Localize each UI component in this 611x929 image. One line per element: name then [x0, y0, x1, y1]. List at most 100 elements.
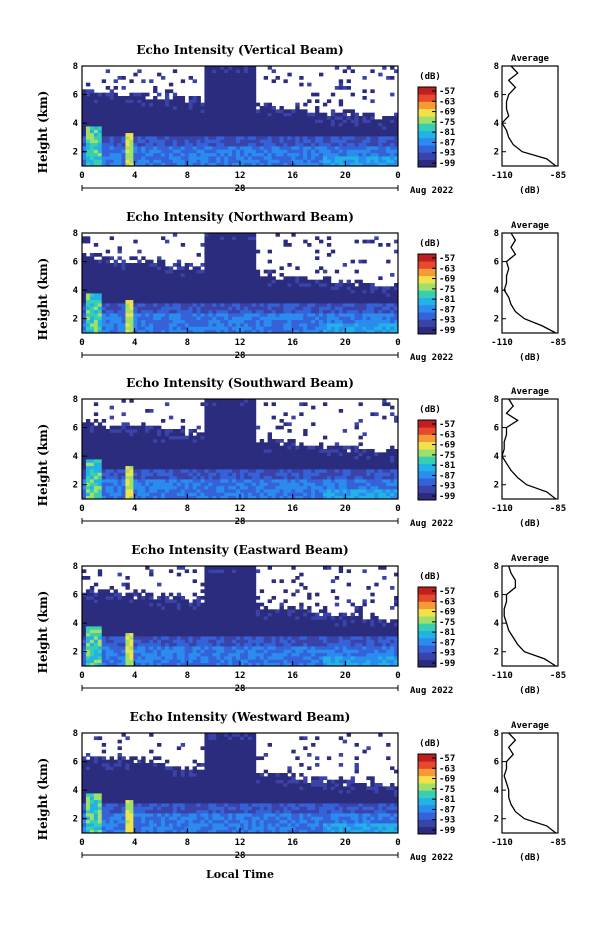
- heatmap-cell: [338, 132, 344, 137]
- heatmap-cell: [240, 136, 245, 140]
- heatmap-cell: [109, 303, 114, 307]
- heatmap-cell: [117, 102, 122, 107]
- heatmap-cell: [311, 142, 316, 147]
- heatmap-cell: [232, 273, 237, 277]
- heatmap-cell: [216, 239, 221, 244]
- heatmap-cell: [319, 162, 324, 167]
- heatmap-cell: [236, 236, 241, 241]
- heatmap-cell: [271, 482, 276, 487]
- heatmap-cell: [204, 276, 209, 281]
- heatmap-cell: [247, 319, 253, 324]
- heatmap-cell: [101, 293, 107, 297]
- heatmap-cell: [382, 162, 387, 167]
- heatmap-cell: [129, 425, 134, 430]
- heatmap-cell: [212, 432, 217, 437]
- heatmap-cell: [394, 112, 399, 117]
- heatmap-cell: [113, 279, 118, 284]
- heatmap-cell: [354, 162, 359, 167]
- heatmap-cell: [255, 289, 261, 294]
- heatmap-cell: [330, 289, 336, 294]
- heatmap-cell: [350, 129, 355, 134]
- heatmap-cell: [271, 122, 276, 127]
- heatmap-cell: [125, 132, 130, 137]
- heatmap-cell: [366, 122, 371, 127]
- heatmap-cell: [93, 112, 99, 117]
- heatmap-cell: [137, 273, 142, 277]
- heatmap-cell: [307, 465, 312, 470]
- heatmap-cell: [200, 109, 205, 114]
- heatmap-cell: [137, 329, 142, 334]
- heatmap-cell: [97, 142, 103, 147]
- heatmap-cell: [161, 435, 166, 440]
- heatmap-cell: [204, 296, 209, 301]
- heatmap-cell: [212, 409, 217, 413]
- heatmap-cell: [362, 329, 367, 334]
- heatmap-cell: [354, 316, 359, 321]
- heatmap-cell: [89, 146, 95, 150]
- heatmap-cell: [216, 132, 221, 137]
- heatmap-cell: [208, 313, 213, 317]
- heatmap-cell: [378, 316, 383, 321]
- heatmap-cell: [192, 472, 197, 477]
- heatmap-cell: [275, 439, 280, 443]
- heatmap-cell: [259, 286, 265, 291]
- heatmap-cell: [382, 156, 387, 160]
- heatmap-cell: [251, 246, 257, 251]
- heatmap-cell: [291, 296, 296, 301]
- heatmap-cell: [89, 323, 95, 327]
- heatmap-cell: [240, 316, 245, 321]
- heatmap-cell: [299, 316, 304, 321]
- heatmap-cell: [172, 139, 178, 144]
- heatmap-cell: [101, 159, 107, 164]
- heatmap-cell: [283, 293, 288, 297]
- heatmap-cell: [259, 326, 265, 331]
- heatmap-cell: [208, 316, 213, 321]
- heatmap-cell: [326, 462, 332, 467]
- heatmap-cell: [196, 485, 201, 490]
- average-profile-line: [503, 232, 557, 334]
- heatmap-cell: [338, 112, 344, 117]
- heatmap-cell: [137, 442, 142, 447]
- heatmap-cell: [85, 445, 91, 450]
- heatmap-cell: [295, 465, 300, 470]
- heatmap-cell: [247, 439, 253, 443]
- heatmap-cell: [97, 323, 103, 327]
- heatmap-cell: [315, 329, 320, 334]
- heatmap-cell: [184, 132, 190, 137]
- heatmap-cell: [216, 299, 221, 304]
- heatmap-cell: [287, 465, 292, 470]
- heatmap-cell: [366, 139, 371, 144]
- heatmap-cell: [133, 326, 138, 331]
- heatmap-cell: [82, 489, 87, 493]
- heatmap-cell: [153, 309, 158, 314]
- heatmap-cell: [275, 126, 280, 130]
- heatmap-cell: [299, 489, 304, 493]
- heatmap-cell: [374, 132, 379, 137]
- heatmap-cell: [105, 323, 111, 327]
- heatmap-cell: [137, 309, 142, 314]
- heatmap-cell: [133, 273, 138, 277]
- heatmap-cell: [133, 136, 138, 140]
- heatmap-cell: [161, 326, 166, 331]
- heatmap-cell: [204, 402, 209, 407]
- heatmap-cell: [216, 273, 221, 277]
- heatmap-cell: [168, 469, 174, 473]
- heatmap-cell: [263, 162, 269, 167]
- heatmap-cell: [85, 152, 91, 157]
- heatmap-cell: [247, 283, 253, 287]
- heatmap-cell: [224, 126, 229, 130]
- heatmap-cell: [208, 152, 213, 157]
- heatmap-cell: [263, 152, 269, 157]
- heatmap-cell: [164, 323, 170, 327]
- heatmap-cell: [176, 313, 182, 317]
- heatmap-cell: [220, 239, 225, 244]
- heatmap-cell: [85, 239, 91, 244]
- heatmap-cell: [208, 465, 213, 470]
- heatmap-cell: [394, 299, 399, 304]
- heatmap-cell: [161, 309, 166, 314]
- heatmap-cell: [192, 139, 197, 144]
- heatmap-cell: [82, 99, 87, 104]
- heatmap-cell: [153, 459, 158, 463]
- heatmap-cell: [362, 116, 367, 120]
- heatmap-cell: [180, 455, 186, 460]
